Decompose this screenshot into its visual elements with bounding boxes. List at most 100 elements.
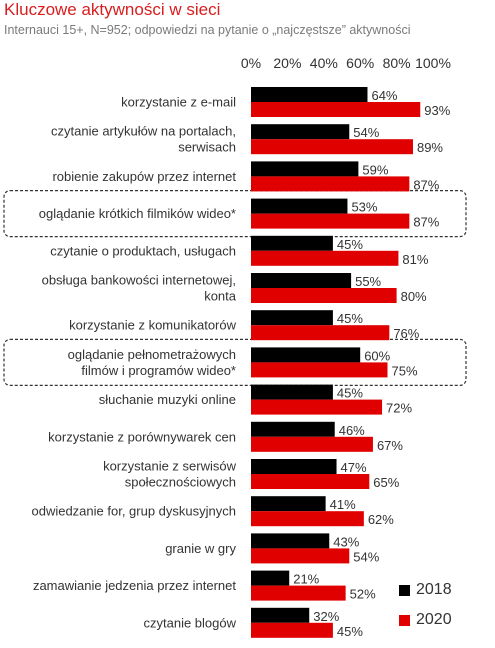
category-label: odwiedzanie for, grup dyskusyjnych (31, 504, 236, 519)
data-label: 87% (413, 177, 439, 192)
data-label: 52% (350, 587, 376, 602)
bar-2018 (251, 384, 333, 400)
data-label: 60% (364, 348, 390, 363)
category-label-line: odwiedzanie for, grup dyskusyjnych (31, 504, 236, 519)
category-label: słuchanie muzyki online (99, 392, 236, 407)
data-label: 45% (337, 624, 363, 639)
data-label: 67% (377, 438, 403, 453)
bar-2020 (251, 548, 350, 564)
chart-subtitle: Internauci 15+, N=952; odpowiedzi na pyt… (4, 23, 411, 37)
category-label-line: obsługa bankowości internetowej, (42, 273, 236, 288)
category-label-line: korzystanie z e-mail (121, 95, 236, 110)
category-label-line: zamawianie jedzenia przez internet (33, 578, 236, 593)
category-label-line: oglądanie krótkich filmików wideo* (39, 206, 236, 221)
bar-2020 (251, 325, 390, 341)
data-label: 75% (392, 363, 418, 378)
category-label: czytanie o produktach, usługach (50, 243, 236, 258)
data-label: 59% (362, 162, 388, 177)
category-label-line: słuchanie muzyki online (99, 392, 236, 407)
data-label: 54% (353, 125, 379, 140)
bar-2018 (251, 607, 310, 623)
bar-2020 (251, 436, 373, 452)
category-label-line: serwisach (178, 140, 236, 155)
category-label-line: korzystanie z porównywarek cen (48, 429, 236, 444)
data-label: 53% (351, 200, 377, 215)
data-label: 55% (355, 274, 381, 289)
data-label: 45% (337, 237, 363, 252)
bar-2018 (251, 235, 333, 251)
bar-2018 (251, 198, 348, 214)
data-label: 45% (337, 386, 363, 401)
category-label-line: czytanie blogów (144, 615, 237, 630)
category-label: oglądanie krótkich filmików wideo* (39, 206, 236, 221)
data-label: 87% (413, 215, 439, 230)
chart-title: Kluczowe aktywności w sieci (4, 0, 221, 19)
bar-2018 (251, 124, 350, 140)
data-label: 43% (333, 534, 359, 549)
category-label-line: korzystanie z serwisów (103, 459, 237, 474)
bar-2020 (251, 288, 397, 303)
x-tick-label: 80% (383, 55, 411, 71)
legend-label: 2018 (416, 581, 452, 598)
bar-2018 (251, 310, 333, 326)
bar-2020 (251, 622, 333, 638)
bar-2020 (251, 176, 410, 192)
bar-2018 (251, 87, 368, 102)
legend-item-2018: 2018 (399, 581, 452, 599)
data-label: 46% (339, 423, 365, 438)
category-label: korzystanie z porównywarek cen (48, 429, 236, 444)
highlight-box (3, 338, 467, 386)
category-label-line: czytanie artykułów na portalach, (51, 124, 236, 139)
category-label: korzystanie z e-mail (121, 95, 236, 110)
data-label: 47% (341, 460, 367, 475)
bar-2018 (251, 496, 326, 512)
data-label: 45% (337, 311, 363, 326)
highlight-box (3, 190, 467, 238)
bar-2020 (251, 511, 364, 527)
category-label-line: oglądanie pełnometrażowych (68, 347, 236, 362)
legend-swatch (399, 584, 410, 596)
bar-2018 (251, 273, 352, 288)
category-label-line: filmów i programów wideo* (81, 363, 236, 378)
data-label: 72% (386, 401, 412, 416)
bar-2020 (251, 399, 383, 415)
bar-2020 (251, 250, 399, 266)
category-label: czytanie blogów (144, 615, 237, 630)
bar-2018 (251, 347, 361, 363)
x-tick-label: 40% (310, 55, 338, 71)
bar-2020 (251, 102, 421, 117)
data-label: 65% (373, 475, 399, 490)
bar-2020 (251, 139, 413, 155)
data-label: 80% (401, 289, 427, 304)
data-label: 62% (368, 512, 394, 527)
category-label: korzystanie z serwisów społecznościowych (103, 459, 237, 490)
category-label: robienie zakupów przez internet (52, 169, 236, 184)
bar-2018 (251, 533, 330, 549)
x-tick-label: 20% (273, 55, 301, 71)
x-tick-label: 60% (346, 55, 374, 71)
category-label: granie w gry (165, 541, 236, 556)
x-tick-label: 100% (415, 55, 451, 71)
category-label-line: robienie zakupów przez internet (52, 169, 236, 184)
category-label-line: społecznościowych (125, 475, 236, 490)
data-label: 89% (417, 140, 443, 155)
x-tick-label: 0% (241, 55, 261, 71)
data-label: 54% (353, 549, 379, 564)
bar-2018 (251, 570, 290, 586)
bar-2020 (251, 474, 370, 489)
category-label: oglądanie pełnometrażowych filmów i progr… (68, 347, 236, 378)
bar-2018 (251, 161, 359, 177)
category-label-line: korzystanie z komunikatorów (69, 318, 237, 333)
data-label: 93% (424, 103, 450, 118)
category-label-line: konta (204, 289, 237, 304)
data-label: 76% (393, 326, 419, 341)
legend-item-2020: 2020 (399, 611, 452, 629)
bar-2020 (251, 585, 346, 601)
data-label: 41% (330, 497, 356, 512)
bar-2020 (251, 362, 388, 378)
bar-2018 (251, 459, 337, 474)
bar-2018 (251, 421, 335, 437)
data-label: 32% (313, 609, 339, 624)
